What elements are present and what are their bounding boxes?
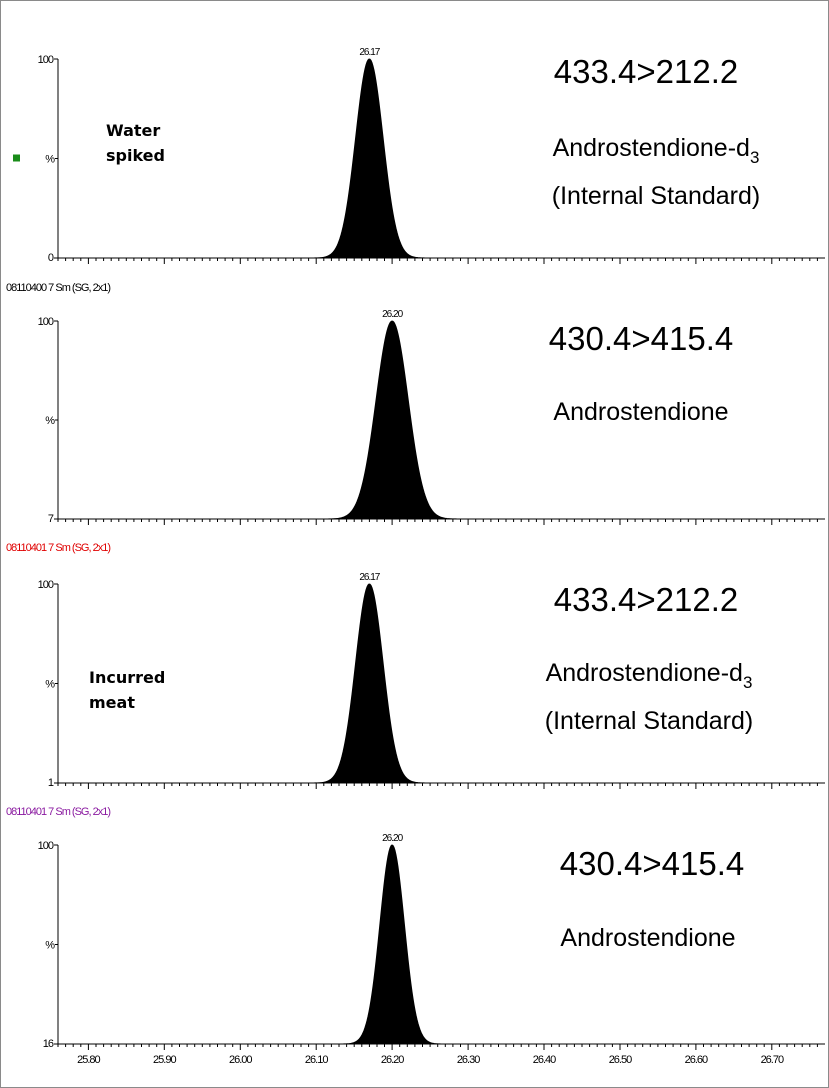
x-tick-label: 26.30 (457, 1054, 480, 1066)
peak-rt-label: 26.17 (359, 572, 380, 583)
compound-name: Androstendione-d3 (546, 659, 753, 692)
sample-label: meat (89, 693, 135, 712)
x-tick-label: 26.40 (533, 1054, 556, 1066)
y-tick-label: 1 (48, 777, 54, 789)
y-tick-label: 7 (48, 513, 54, 525)
transition-label: 430.4>415.4 (549, 320, 733, 357)
chromatogram-panel-4: 26.20 100% 16 25.80 25.90 26.00 26.10 26.20 26.3… (38, 833, 825, 1066)
x-tick-label: 26.60 (685, 1054, 708, 1066)
y-tick-label: 100 (38, 579, 54, 591)
compound-name: Androstendione (560, 924, 735, 952)
y-tick-label: % (45, 415, 55, 427)
sample-id-label: 08110401 7 Sm (SG, 2x1) (6, 542, 110, 554)
y-tick-label: 100 (38, 316, 54, 328)
compound-note: (Internal Standard) (552, 182, 760, 210)
y-tick-label: 0 (48, 252, 54, 264)
y-tick-label: % (45, 154, 55, 166)
x-tick-label: 26.10 (305, 1054, 328, 1066)
sample-label: spiked (106, 146, 165, 165)
x-tick-label: 26.70 (761, 1054, 784, 1066)
peak-rt-label: 26.20 (382, 833, 403, 844)
sample-label: Incurred (89, 668, 165, 687)
compound-note: (Internal Standard) (545, 707, 753, 735)
x-tick-label: 26.20 (381, 1054, 404, 1066)
transition-label: 433.4>212.2 (554, 53, 738, 90)
channel-indicator (13, 154, 20, 162)
y-tick-label: 100 (38, 54, 54, 66)
y-tick-label: 100 (38, 840, 54, 852)
chromatogram-panel-2: 26.20 100% 7 430.4>415.4 Androstendione 08110… (6, 309, 825, 554)
y-tick-label: % (45, 940, 55, 952)
y-tick-label: % (45, 679, 55, 691)
transition-label: 430.4>415.4 (560, 845, 744, 882)
x-tick-label: 25.90 (153, 1054, 176, 1066)
sample-id-label: 08110401 7 Sm (SG, 2x1) (6, 806, 110, 818)
transition-label: 433.4>212.2 (554, 581, 738, 618)
peak-rt-label: 26.20 (382, 309, 403, 320)
peak-rt-label: 26.17 (359, 47, 380, 58)
sample-label: Water (106, 121, 160, 140)
y-tick-label: 16 (43, 1038, 54, 1050)
x-tick-label: 26.00 (229, 1054, 252, 1066)
x-tick-label: 26.50 (609, 1054, 632, 1066)
sample-id-label: 08110400 7 Sm (SG, 2x1) (6, 282, 110, 294)
chromatogram-panel-1: 26.17 100% 0 433.4>212.2 Androstendione-d3 (I… (6, 47, 825, 294)
chromatogram-panel-3: 26.17 100% 1 433.4>212.2 Androstendione-d3 (I… (6, 572, 825, 818)
compound-name: Androstendione-d3 (553, 134, 760, 167)
compound-name: Androstendione (553, 398, 728, 426)
x-tick-label: 25.80 (77, 1054, 100, 1066)
